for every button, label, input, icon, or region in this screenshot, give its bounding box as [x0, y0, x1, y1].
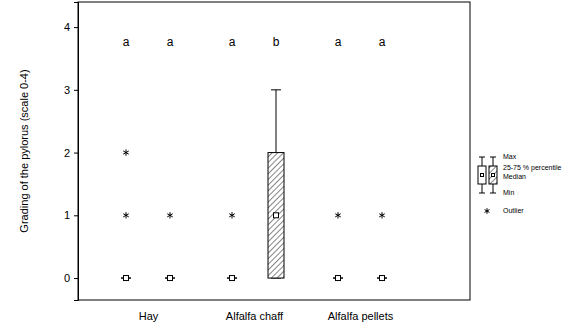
- outlier: [229, 212, 235, 218]
- median: [168, 276, 173, 281]
- legend-cap: [490, 157, 496, 158]
- legend-label: Max: [503, 153, 517, 160]
- x-tick: Alfalfa chaff: [226, 310, 284, 322]
- whisker-cap-max: [271, 89, 281, 90]
- legend-median: [481, 174, 484, 177]
- median: [336, 276, 341, 281]
- y-tick-mark: [74, 27, 78, 28]
- legend-label: Median: [503, 173, 526, 180]
- y-tick-mark: [74, 153, 78, 154]
- y-tick-label: 3: [64, 84, 70, 96]
- group-letter: a: [229, 35, 236, 49]
- chart: 0 1 2 3 4 Hay Alfalfa chaff Alfalfa pellets Grad…: [0, 0, 567, 328]
- y-tick-label: 4: [64, 21, 70, 33]
- y-tick-mark: [74, 90, 78, 91]
- group-letter: a: [123, 35, 130, 49]
- y-tick: 0: [64, 272, 78, 284]
- median: [124, 276, 129, 281]
- x-tick-label: Alfalfa pellets: [328, 310, 394, 322]
- median: [380, 276, 385, 281]
- outlier: [335, 212, 341, 218]
- group-letter: b: [273, 35, 280, 49]
- whisker-upper: [276, 90, 277, 153]
- median: [230, 276, 235, 281]
- legend-median: [492, 174, 495, 177]
- legend: Max 25-75 % percentileMedian Min Outlier: [478, 153, 561, 214]
- plot-frame: [78, 2, 470, 300]
- y-tick-label: 1: [64, 209, 70, 221]
- legend-whisker: [482, 157, 483, 193]
- y-tick-mark: [74, 278, 78, 279]
- legend-cap: [479, 157, 485, 158]
- legend-cap: [490, 193, 496, 194]
- box: [165, 212, 175, 280]
- legend-box: [478, 166, 486, 184]
- y-tick: 2: [64, 147, 78, 159]
- x-tick-label: Alfalfa chaff: [226, 310, 284, 322]
- x-tick: Alfalfa pellets: [328, 310, 394, 322]
- legend-cap: [479, 193, 485, 194]
- group-letter: a: [167, 35, 174, 49]
- group-letter: a: [335, 35, 342, 49]
- legend-label: Outlier: [503, 207, 524, 214]
- x-tick: Hay: [139, 310, 159, 322]
- legend-box: [489, 166, 497, 184]
- y-tick: 1: [64, 209, 78, 221]
- legend-outlier-symbol: [485, 208, 490, 214]
- y-tick: 4: [64, 21, 78, 33]
- legend-label: 25-75 % percentile: [503, 164, 561, 172]
- box: [227, 212, 237, 280]
- y-tick-label: 0: [64, 272, 70, 284]
- x-axis: Hay Alfalfa chaff Alfalfa pellets: [139, 310, 394, 322]
- outlier: [167, 212, 173, 218]
- box: [121, 149, 131, 280]
- box: [333, 212, 343, 280]
- y-axis-line: [74, 3, 79, 301]
- box: [268, 90, 284, 278]
- y-axis: 0 1 2 3 4: [64, 3, 79, 301]
- group-letter: a: [379, 35, 386, 49]
- x-tick-label: Hay: [139, 310, 159, 322]
- plot-area: [121, 90, 387, 281]
- median: [274, 213, 279, 218]
- y-tick: 3: [64, 84, 78, 96]
- y-axis-title: Grading of the pylorus (scale 0-4): [18, 69, 30, 232]
- box: [377, 212, 387, 280]
- outlier: [379, 212, 385, 218]
- outlier: [123, 149, 129, 155]
- y-tick-label: 2: [64, 147, 70, 159]
- legend-label: Min: [503, 189, 514, 196]
- legend-whisker: [493, 157, 494, 193]
- outlier: [123, 212, 129, 218]
- y-tick-mark: [74, 215, 78, 216]
- box-iqr: [268, 153, 284, 278]
